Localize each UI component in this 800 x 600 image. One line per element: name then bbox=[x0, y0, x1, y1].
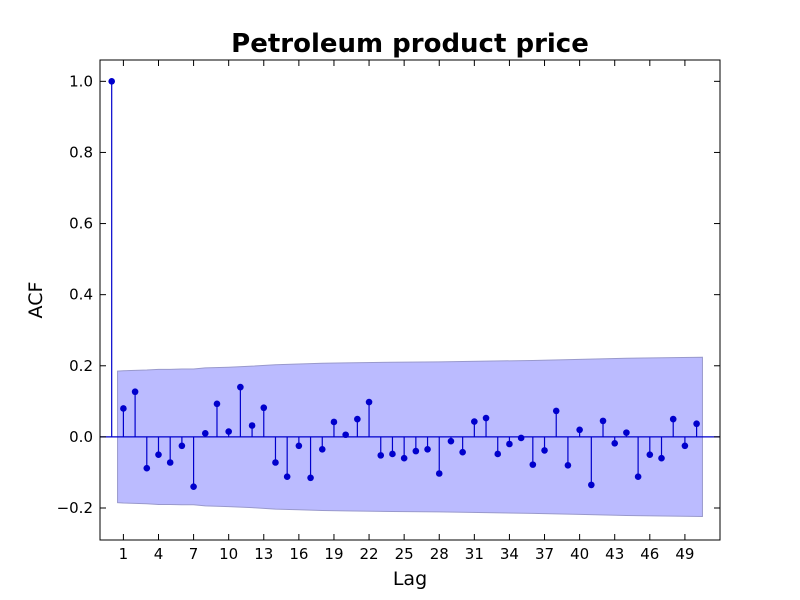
x-tick-label: 25 bbox=[395, 545, 414, 563]
x-tick-label: 10 bbox=[219, 545, 238, 563]
acf-point-lag-19 bbox=[330, 418, 338, 426]
acf-point-lag-13 bbox=[260, 404, 268, 412]
acf-point-lag-26 bbox=[412, 447, 420, 455]
x-tick-label: 4 bbox=[154, 545, 164, 563]
acf-point-lag-4 bbox=[155, 451, 162, 458]
x-axis-ticks: 1 4 7 10 13 16 19 22 25 28 31 34 37 40 43 46 49 bbox=[119, 60, 694, 563]
x-tick-label: 46 bbox=[640, 545, 659, 563]
acf-point-lag-28 bbox=[435, 470, 443, 477]
x-tick-label: 16 bbox=[289, 545, 308, 563]
acf-point-lag-25 bbox=[400, 454, 408, 462]
x-tick-label: 1 bbox=[119, 545, 129, 563]
acf-point-lag-12 bbox=[248, 422, 256, 429]
x-tick-label: 13 bbox=[254, 545, 273, 563]
acf-point-lag-22 bbox=[365, 398, 373, 406]
x-tick-label: 7 bbox=[189, 545, 199, 563]
acf-point-lag-49 bbox=[681, 442, 689, 450]
acf-point-lag-6 bbox=[178, 442, 186, 450]
acf-point-lag-2 bbox=[131, 388, 139, 396]
y-tick-label: 0.2 bbox=[69, 357, 93, 375]
y-tick-label: 0.4 bbox=[69, 286, 93, 304]
x-tick-label: 37 bbox=[535, 545, 554, 563]
acf-point-lag-8 bbox=[201, 430, 209, 437]
x-tick-label: 34 bbox=[500, 545, 519, 563]
acf-point-lag-45 bbox=[634, 473, 642, 481]
acf-point-lag-15 bbox=[283, 473, 291, 481]
x-tick-label: 31 bbox=[465, 545, 484, 563]
acf-point-lag-30 bbox=[459, 448, 466, 456]
acf-point-lag-5 bbox=[166, 459, 174, 466]
acf-point-lag-43 bbox=[611, 439, 619, 447]
acf-point-lag-35 bbox=[517, 434, 525, 442]
acf-point-lag-42 bbox=[599, 417, 607, 425]
acf-point-lag-1 bbox=[120, 405, 127, 412]
acf-point-lag-3 bbox=[143, 464, 151, 472]
acf-point-lag-38 bbox=[552, 407, 560, 415]
acf-point-lag-10 bbox=[225, 428, 232, 435]
acf-point-lag-14 bbox=[272, 459, 279, 466]
acf-point-lag-16 bbox=[295, 442, 303, 450]
acf-point-lag-34 bbox=[506, 440, 513, 448]
acf-point-lag-20 bbox=[342, 431, 349, 439]
y-tick-label: 0.0 bbox=[69, 428, 93, 446]
acf-point-lag-33 bbox=[494, 450, 502, 458]
x-tick-label: 40 bbox=[570, 545, 589, 563]
acf-point-lag-41 bbox=[588, 481, 595, 489]
acf-point-lag-21 bbox=[354, 415, 361, 423]
y-axis-ticks: −0.2 0.0 0.2 0.4 0.6 0.8 1.0 bbox=[57, 72, 720, 517]
x-tick-label: 19 bbox=[324, 545, 343, 563]
acf-point-lag-44 bbox=[623, 429, 630, 436]
chart-title: Petroleum product price bbox=[231, 29, 589, 59]
y-tick-label: −0.2 bbox=[57, 499, 93, 517]
x-tick-label: 43 bbox=[605, 545, 624, 563]
y-tick-label: 0.6 bbox=[69, 215, 93, 233]
acf-point-lag-36 bbox=[529, 461, 537, 468]
y-axis-label: ACF bbox=[25, 282, 47, 319]
plot-frame bbox=[99, 59, 721, 541]
acf-point-lag-31 bbox=[471, 418, 478, 425]
x-tick-label: 28 bbox=[430, 545, 449, 563]
acf-point-lag-0 bbox=[108, 78, 115, 85]
acf-point-lag-40 bbox=[576, 426, 583, 434]
acf-point-lag-29 bbox=[447, 437, 455, 445]
acf-point-lag-37 bbox=[541, 447, 548, 454]
acf-point-lag-24 bbox=[389, 450, 396, 458]
x-tick-label: 22 bbox=[360, 545, 379, 563]
acf-point-lag-18 bbox=[318, 446, 326, 453]
acf-point-lag-47 bbox=[658, 454, 665, 462]
plot-area bbox=[100, 78, 720, 518]
acf-point-lag-50 bbox=[693, 420, 700, 428]
acf-point-lag-27 bbox=[424, 446, 431, 453]
acf-point-lag-23 bbox=[377, 452, 385, 459]
x-axis-label: Lag bbox=[393, 568, 427, 590]
y-tick-label: 1.0 bbox=[69, 72, 93, 90]
acf-point-lag-9 bbox=[213, 400, 221, 408]
acf-point-lag-46 bbox=[646, 451, 654, 458]
acf-point-lag-11 bbox=[237, 383, 244, 391]
acf-point-lag-17 bbox=[307, 474, 314, 482]
acf-point-lag-39 bbox=[564, 462, 572, 469]
x-tick-label: 49 bbox=[675, 545, 694, 563]
acf-point-lag-7 bbox=[190, 483, 197, 490]
y-tick-label: 0.8 bbox=[69, 143, 93, 161]
acf-point-lag-48 bbox=[669, 415, 677, 423]
acf-point-lag-32 bbox=[482, 414, 490, 422]
